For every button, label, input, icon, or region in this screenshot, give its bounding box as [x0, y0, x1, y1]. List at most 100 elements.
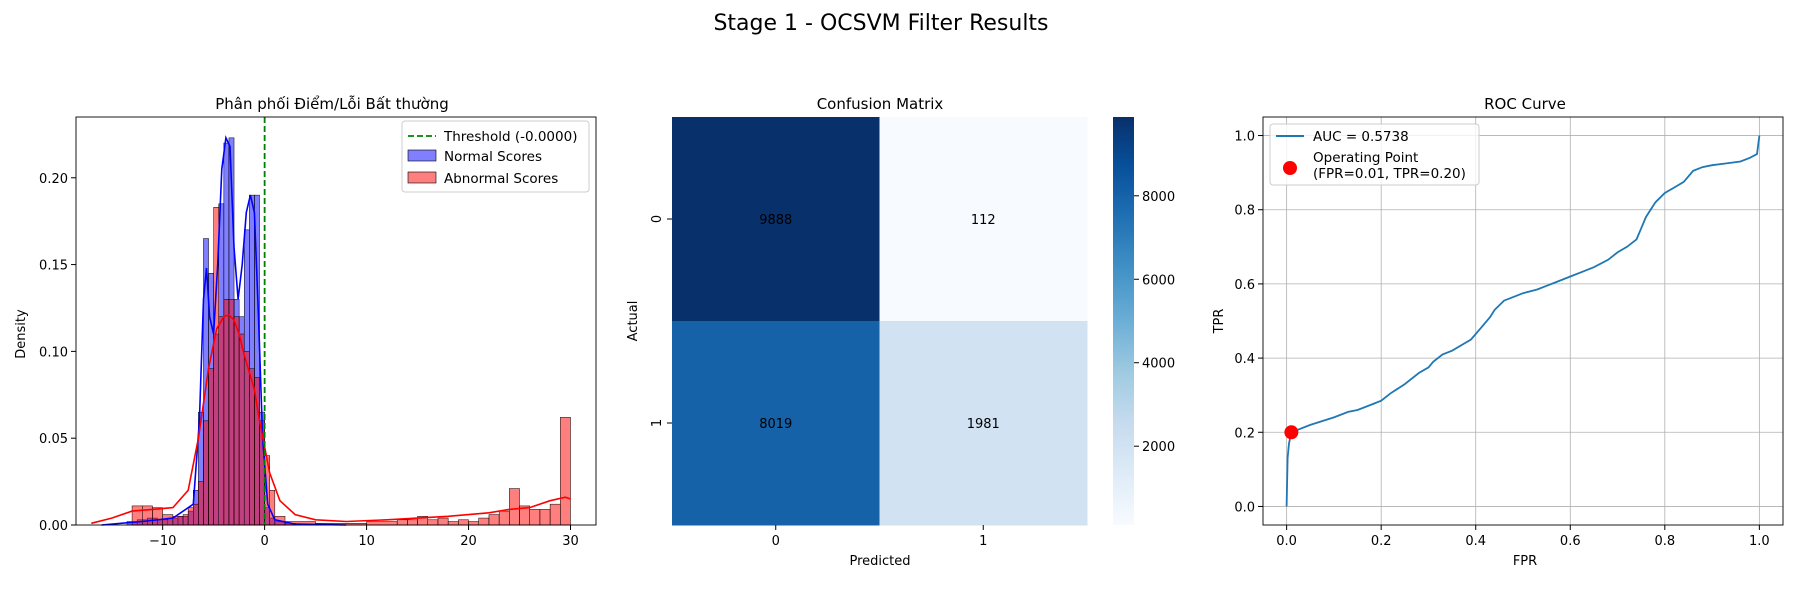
x-tick-label: 0.6	[1560, 534, 1581, 549]
confusion-matrix-xlabel: Predicted	[849, 554, 910, 569]
abnormal-kde-line	[91, 313, 571, 525]
abnormal-score-bar	[233, 316, 240, 526]
abnormal-score-bar	[198, 481, 204, 526]
x-tick-label: 10	[358, 534, 375, 549]
abnormal-score-bar	[478, 517, 490, 526]
cell-value: 1981	[967, 417, 1000, 432]
legend-frame	[401, 120, 590, 193]
matrix-cell	[879, 117, 1088, 322]
colorbar-tick-label: 4000	[1142, 357, 1175, 372]
histogram-ylabel: Density	[14, 309, 29, 359]
x-tick-label: 1.0	[1749, 534, 1770, 549]
abnormal-score-bar	[468, 521, 479, 526]
colorbar-tick-label: 8000	[1142, 190, 1175, 205]
y-tick-label: 0.05	[39, 432, 68, 447]
roc-ylabel: TPR	[1212, 309, 1227, 335]
x-tick-label: 30	[562, 534, 579, 549]
abnormal-score-bar	[182, 514, 189, 526]
y-tick-label: 1	[650, 419, 665, 427]
roc-legend: AUC = 0.5738 Operating Point (FPR=0.01, …	[1269, 123, 1480, 186]
x-tick-label: −10	[149, 534, 176, 549]
y-tick-label: 0.00	[39, 519, 68, 534]
abnormal-score-bar	[238, 333, 245, 526]
matrix-cell	[672, 117, 880, 322]
histogram-panel: Phân phối Điểm/Lỗi Bất thường Density −1…	[14, 95, 597, 549]
abnormal-score-bar	[447, 521, 459, 526]
legend-normal-label: Normal Scores	[444, 149, 542, 165]
abnormal-score-bar	[407, 519, 418, 526]
abnormal-score-bar	[223, 299, 230, 526]
abnormal-score-bar	[187, 507, 194, 526]
abnormal-score-bar	[203, 420, 209, 526]
y-tick-label: 0.6	[1234, 278, 1255, 293]
y-tick-label: 1.0	[1234, 130, 1255, 145]
abnormal-score-bar	[152, 507, 163, 526]
cell-value: 112	[971, 213, 996, 228]
y-tick-label: 0.0	[1234, 500, 1255, 515]
confusion-matrix-panel: Confusion Matrix 9888 112 8019 1981 0 1 0 1 Pre…	[626, 95, 1175, 569]
y-tick-label: 0.4	[1234, 352, 1255, 367]
abnormal-score-bar	[437, 517, 449, 526]
legend-abnormal-swatch	[407, 171, 437, 184]
x-tick-label: 0.8	[1654, 534, 1675, 549]
histogram-legend: Threshold (-0.0000) Normal Scores Abnorm…	[401, 120, 590, 193]
legend-auc-label: AUC = 0.5738	[1313, 129, 1409, 145]
roc-plot-area: 0.0 0.2 0.4 0.6 0.8 1.0 0.0 0.2 0.4 0.6 0.8 1.0	[1234, 116, 1784, 549]
abnormal-score-bar	[488, 514, 500, 526]
histogram-plot-area: −10 0 10 20 30 0.00 0.05 0.10 0.15 0.20	[39, 116, 597, 549]
axes-frame	[1262, 116, 1784, 526]
abnormal-score-bar	[458, 519, 469, 526]
abnormal-score-bar	[249, 368, 255, 526]
abnormal-score-bar	[549, 503, 561, 526]
y-tick-label: 0.8	[1234, 204, 1255, 219]
abnormal-score-bar	[218, 316, 225, 526]
cell-value: 8019	[759, 417, 792, 432]
abnormal-score-bar	[243, 351, 250, 526]
abnormal-score-bar	[539, 509, 551, 526]
colorbar-ticks: 2000 4000 6000 8000	[1134, 190, 1175, 455]
y-tick-label: 0	[650, 215, 665, 223]
roc-title: ROC Curve	[1484, 95, 1566, 113]
cell-value: 9888	[759, 213, 792, 228]
y-tick-label: 0.20	[39, 172, 68, 187]
y-tick-label: 0.15	[39, 259, 68, 274]
x-tick-label: 0.4	[1465, 534, 1486, 549]
x-tick-label: 0.0	[1276, 534, 1297, 549]
legend-operating-point-marker	[1283, 161, 1297, 175]
abnormal-score-bar	[396, 519, 408, 526]
figure-title: Stage 1 - OCSVM Filter Results	[713, 11, 1048, 36]
abnormal-score-bar	[366, 521, 398, 526]
confusion-matrix-ylabel: Actual	[626, 301, 641, 342]
confusion-matrix-title: Confusion Matrix	[817, 95, 944, 113]
legend-operating-point-label: Operating Point (FPR=0.01, TPR=0.20)	[1313, 150, 1466, 182]
matrix-cell	[879, 321, 1088, 526]
x-tick-label: 1	[979, 534, 987, 549]
colorbar-tick-label: 2000	[1142, 440, 1175, 455]
abnormal-score-bar	[254, 377, 260, 526]
legend-frame	[1269, 123, 1480, 186]
roc-curve-line	[1285, 135, 1761, 507]
legend-threshold-label: Threshold (-0.0000)	[443, 129, 577, 145]
x-tick-label: 0.2	[1371, 534, 1392, 549]
abnormal-score-bar	[193, 503, 199, 526]
abnormal-score-bar	[498, 510, 510, 526]
axes-frame	[75, 116, 597, 526]
abnormal-score-bar	[560, 417, 571, 526]
x-tick-label: 0	[260, 534, 268, 549]
roc-xlabel: FPR	[1513, 554, 1537, 569]
abnormal-score-bar	[228, 299, 235, 526]
operating-point-marker	[1284, 425, 1299, 440]
colorbar-tick-label: 6000	[1142, 273, 1175, 288]
roc-panel: ROC Curve FPR TPR 0.0 0.2 0.4 0.6 0.8 1.00.00…	[1212, 95, 1784, 569]
legend-abnormal-label: Abnormal Scores	[444, 171, 558, 187]
matrix-cell	[672, 321, 880, 526]
abnormal-score-bar	[427, 519, 439, 526]
legend-normal-swatch	[407, 149, 437, 162]
abnormal-score-bar	[509, 488, 520, 526]
confusion-matrix-cells: 9888 112 8019 1981 0 1 0 1	[650, 117, 1088, 549]
histogram-title: Phân phối Điểm/Lỗi Bất thường	[215, 95, 449, 113]
y-tick-label: 0.2	[1234, 426, 1255, 441]
x-tick-label: 20	[460, 534, 477, 549]
colorbar	[1113, 117, 1134, 525]
